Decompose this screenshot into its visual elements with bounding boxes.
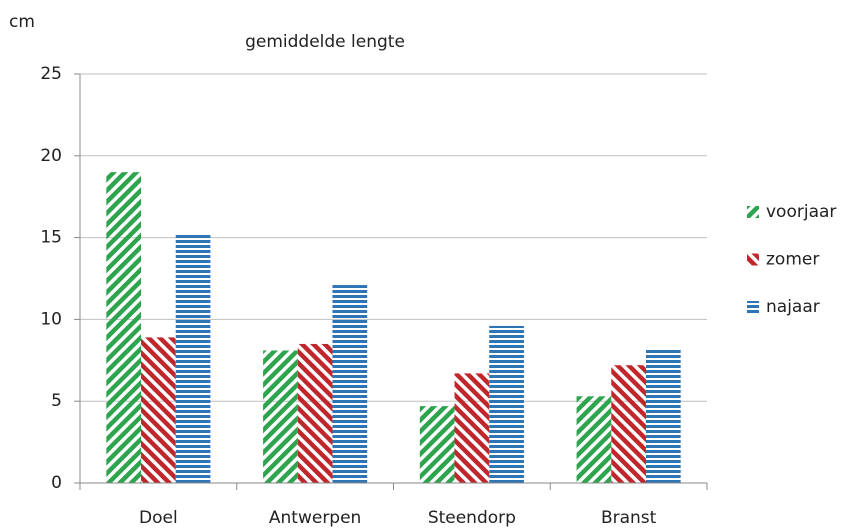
y-tick-label: 0 [51, 473, 62, 493]
legend-label: voorjaar [766, 202, 836, 222]
y-axis-label: cm [9, 12, 35, 32]
y-tick-label: 25 [40, 64, 62, 84]
y-tick-label: 15 [40, 228, 62, 248]
bar [611, 365, 646, 483]
bar [175, 234, 211, 483]
bar [645, 348, 681, 483]
bar [141, 337, 176, 483]
chart-title: gemiddelde lengte [245, 32, 405, 52]
legend-marker [747, 301, 759, 313]
y-tick-label: 20 [40, 146, 62, 166]
bar [576, 396, 612, 483]
legend-marker [747, 253, 759, 266]
bar [263, 350, 298, 483]
legend-label: najaar [766, 297, 820, 317]
y-tick-label: 5 [51, 391, 62, 411]
bar [332, 285, 368, 483]
x-tick-label: Doel [139, 508, 178, 528]
bar [454, 373, 490, 483]
bar [489, 325, 524, 483]
x-tick-label: Steendorp [428, 508, 516, 528]
x-tick-label: Antwerpen [269, 508, 361, 528]
legend-label: zomer [766, 250, 819, 270]
bar [106, 172, 142, 483]
bar [419, 406, 455, 483]
legend-marker [747, 206, 759, 218]
bar [297, 343, 333, 483]
y-tick-label: 10 [40, 309, 62, 329]
x-tick-label: Branst [601, 508, 657, 528]
